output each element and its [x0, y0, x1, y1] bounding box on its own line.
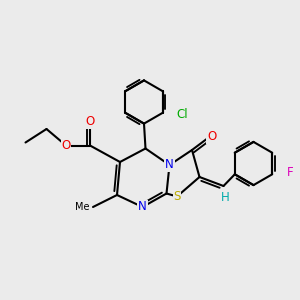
Text: N: N — [138, 200, 147, 214]
Text: O: O — [85, 115, 94, 128]
Text: N: N — [165, 158, 174, 172]
Text: H: H — [220, 191, 230, 204]
Text: O: O — [61, 139, 70, 152]
Text: F: F — [287, 166, 293, 179]
Text: Me: Me — [75, 202, 89, 212]
Text: S: S — [173, 190, 181, 203]
Text: Cl: Cl — [176, 108, 188, 121]
Text: O: O — [207, 130, 216, 143]
